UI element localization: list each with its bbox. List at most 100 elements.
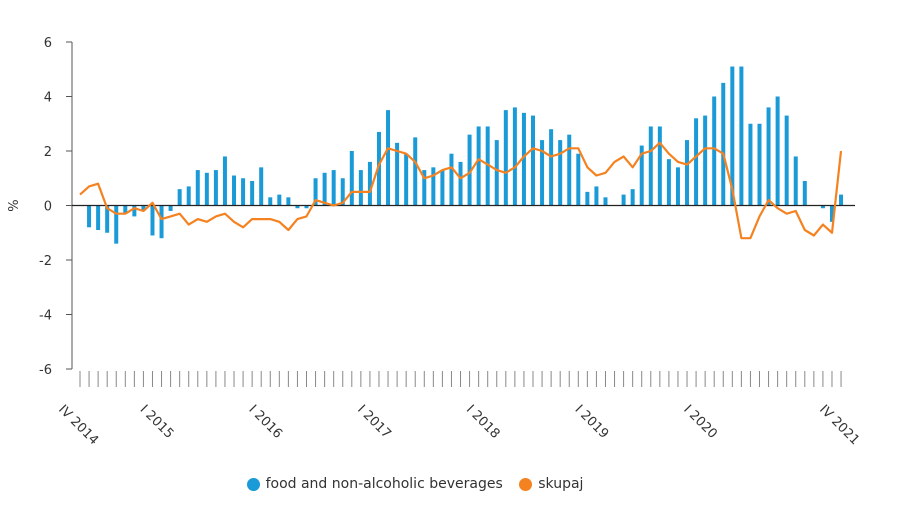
bar-2019-12 bbox=[694, 118, 699, 206]
bar-2018-03 bbox=[503, 110, 508, 206]
bar-2021-04 bbox=[839, 194, 844, 206]
bar-2015-05 bbox=[195, 170, 200, 206]
chart: 6 4 2 0 -2 -4 -6% IV 2014 I 2015 I 2016 I 2017 I 2… bbox=[7, 36, 862, 448]
bar-2020-01 bbox=[703, 115, 708, 206]
bar-2017-07 bbox=[431, 167, 436, 206]
line-skupaj bbox=[79, 141, 843, 240]
legend-item-skupaj[interactable]: skupaj bbox=[519, 476, 583, 492]
bar-2015-02 bbox=[168, 205, 173, 211]
bar-2016-01 bbox=[268, 197, 273, 206]
bar-2016-02 bbox=[277, 194, 282, 206]
x-tick-label: I 2018 bbox=[463, 402, 503, 442]
bar-2021-02 bbox=[820, 205, 825, 209]
legend-item-food[interactable]: food and non-alcoholic beverages bbox=[246, 476, 503, 492]
bar-2020-11 bbox=[793, 156, 798, 206]
bar-2018-04 bbox=[512, 107, 517, 206]
bar-2019-11 bbox=[685, 140, 690, 206]
bar-2014-06 bbox=[96, 205, 101, 231]
bar-2017-01 bbox=[376, 131, 381, 206]
bar-2017-06 bbox=[422, 170, 427, 206]
bar-2016-08 bbox=[331, 170, 336, 206]
bar-2017-02 bbox=[386, 110, 391, 206]
bar-2014-05 bbox=[87, 205, 92, 228]
bar-2016-09 bbox=[340, 178, 345, 206]
bar-2016-03 bbox=[286, 197, 291, 206]
bar-2018-09 bbox=[558, 140, 563, 206]
legend-marker-skupaj bbox=[519, 477, 533, 491]
bar-2020-03 bbox=[721, 82, 726, 206]
y-tick-label: -4 bbox=[39, 309, 52, 324]
bar-2019-01 bbox=[594, 186, 599, 206]
bar-2018-12 bbox=[585, 191, 590, 206]
bar-2015-06 bbox=[204, 172, 209, 206]
bar-2018-08 bbox=[549, 129, 554, 206]
legend-marker-food bbox=[246, 477, 260, 491]
bar-2020-10 bbox=[784, 115, 789, 206]
x-tick-label: I 2015 bbox=[137, 402, 177, 442]
bar-2017-11 bbox=[467, 134, 472, 206]
y-tick-label: 6 bbox=[44, 36, 52, 51]
bar-2018-07 bbox=[540, 140, 545, 206]
bar-2019-04 bbox=[621, 194, 626, 206]
bar-2015-08 bbox=[222, 156, 227, 206]
bar-2015-07 bbox=[213, 170, 218, 206]
bar-2020-09 bbox=[775, 96, 780, 206]
bar-2020-02 bbox=[712, 96, 717, 206]
bar-2017-08 bbox=[440, 170, 445, 206]
x-tick-label: I 2020 bbox=[680, 402, 720, 442]
bar-2016-07 bbox=[322, 172, 327, 206]
bar-2014-08 bbox=[114, 205, 119, 244]
line-series-skupaj bbox=[79, 141, 843, 240]
legend-label-skupaj: skupaj bbox=[538, 476, 584, 492]
bar-2017-10 bbox=[458, 161, 463, 206]
bar-2015-10 bbox=[241, 178, 246, 206]
bar-2014-10 bbox=[132, 205, 137, 217]
bar-2014-12 bbox=[150, 205, 155, 236]
y-tick-label: -6 bbox=[39, 363, 52, 378]
bar-2019-08 bbox=[657, 126, 662, 206]
bar-2020-04 bbox=[730, 66, 735, 206]
bar-2021-03 bbox=[829, 205, 834, 222]
x-tick-label: I 2016 bbox=[245, 402, 285, 442]
y-axis-title: % bbox=[7, 199, 22, 211]
bar-2016-12 bbox=[367, 161, 372, 206]
bar-2020-12 bbox=[802, 180, 807, 206]
bar-2019-05 bbox=[630, 189, 635, 206]
bar-2020-08 bbox=[766, 107, 771, 206]
bar-2015-04 bbox=[186, 186, 191, 206]
bar-2019-10 bbox=[675, 167, 680, 206]
bar-2017-05 bbox=[413, 137, 418, 206]
bar-2016-06 bbox=[313, 178, 318, 206]
bar-2020-05 bbox=[739, 66, 744, 206]
bar-2016-04 bbox=[295, 205, 300, 209]
bar-2016-10 bbox=[349, 151, 354, 206]
bar-2019-06 bbox=[639, 145, 644, 206]
bar-series-food bbox=[87, 66, 844, 244]
x-tick-label: I 2017 bbox=[354, 402, 394, 442]
bar-2018-10 bbox=[567, 134, 572, 206]
bar-2018-02 bbox=[494, 140, 499, 206]
bar-2019-09 bbox=[666, 159, 671, 206]
bar-2020-06 bbox=[748, 123, 753, 206]
x-tick-label: I 2019 bbox=[572, 402, 612, 442]
legend-label-food: food and non-alcoholic beverages bbox=[265, 476, 503, 492]
y-tick-label: 4 bbox=[44, 91, 52, 106]
bar-2014-11 bbox=[141, 205, 146, 211]
legend: food and non-alcoholic beverages skupaj bbox=[0, 476, 830, 495]
bar-2018-05 bbox=[521, 112, 526, 206]
bar-2015-09 bbox=[232, 175, 237, 206]
bar-2017-09 bbox=[449, 153, 454, 206]
bar-2020-07 bbox=[757, 123, 762, 206]
bar-2017-04 bbox=[404, 153, 409, 206]
bar-2019-02 bbox=[603, 197, 608, 206]
bar-2015-12 bbox=[259, 167, 264, 206]
bar-2016-11 bbox=[358, 170, 363, 206]
bar-2015-03 bbox=[177, 189, 182, 206]
x-tick-label: IV 2014 bbox=[55, 402, 101, 448]
bar-2018-11 bbox=[576, 153, 581, 206]
bar-2015-11 bbox=[250, 180, 255, 206]
bar-2014-07 bbox=[105, 205, 110, 233]
y-tick-label: -2 bbox=[39, 254, 52, 269]
x-tick-label: IV 2021 bbox=[816, 402, 862, 448]
bar-2015-01 bbox=[159, 205, 164, 239]
